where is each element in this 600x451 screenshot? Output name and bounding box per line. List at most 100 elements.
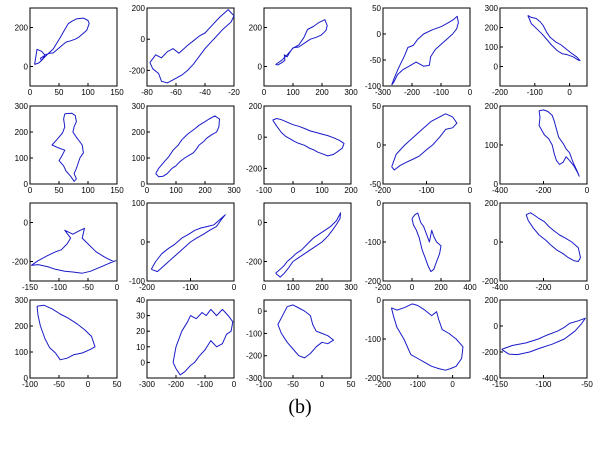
y-tick-label: 200	[485, 296, 499, 305]
axes-frame	[263, 202, 352, 282]
y-tick-label: 0	[494, 180, 499, 189]
shape-contour-line	[150, 214, 226, 273]
subplot-r2-c3: -200 0 200 400 -200 -100 0	[365, 199, 477, 292]
x-tick-label: 0	[28, 88, 33, 97]
x-tick-label: 100	[315, 186, 329, 195]
x-tick-label: 100	[286, 283, 300, 292]
y-tick-label: 0	[494, 322, 499, 331]
y-tick-label: 50	[372, 102, 381, 111]
axes-frame	[263, 299, 352, 379]
x-tick-label: 300	[344, 88, 358, 97]
x-tick-label: -100	[256, 380, 273, 389]
y-tick-label: 0	[24, 63, 29, 72]
y-tick-label: 30	[136, 312, 145, 321]
x-tick-label: 100	[81, 88, 95, 97]
x-tick-label: -200	[535, 283, 552, 292]
x-tick-label: -100	[197, 380, 214, 389]
y-tick-label: -100	[129, 277, 146, 286]
y-tick-label: -400	[482, 374, 499, 383]
x-tick-label: 0	[86, 380, 91, 389]
y-tick-label: -300	[246, 374, 263, 383]
y-tick-label: -100	[246, 329, 263, 338]
y-tick-label: -200	[129, 66, 146, 75]
y-tick-label: 0	[494, 238, 499, 247]
y-tick-label: 0	[141, 35, 146, 44]
subplot-r3-c4: -150 -100 -50 -400 -200 0 200	[482, 296, 593, 389]
subplot-r1-c0: 0 50 100 150 0 100 200 300	[15, 102, 125, 195]
y-tick-label: 100	[132, 199, 146, 208]
x-tick-label: 0	[262, 88, 267, 97]
shape-contour-line	[277, 304, 335, 359]
subplot-r2-c0: -150 -100 -50 0 -200 0	[12, 202, 120, 292]
x-tick-label: 0	[262, 283, 267, 292]
y-tick-label: 0	[24, 180, 29, 189]
y-tick-label: 200	[485, 24, 499, 33]
x-tick-label: -200	[375, 380, 392, 389]
x-tick-label: -100	[433, 88, 450, 97]
axes-frame	[263, 7, 352, 87]
subplot-r2-c2: 0 100 200 300 -200 0	[246, 202, 358, 292]
x-tick-label: -300	[139, 380, 156, 389]
y-tick-label: 0	[24, 374, 29, 383]
y-tick-label: -200	[365, 374, 382, 383]
subplot-r3-c3: -200 -100 0 -200 -100 0	[365, 296, 471, 389]
x-tick-label: 0	[28, 186, 33, 195]
subplot-r0-c4: -200 -100 0 0 100 200 300	[485, 4, 588, 97]
x-tick-label: -100	[182, 283, 199, 292]
shape-contour-line	[411, 212, 442, 273]
y-tick-label: 0	[258, 219, 263, 228]
x-tick-label: -150	[22, 283, 39, 292]
x-tick-label: -100	[535, 380, 552, 389]
y-tick-label: 200	[15, 24, 29, 33]
y-tick-label: 300	[485, 4, 499, 13]
y-tick-label: 200	[249, 102, 263, 111]
x-tick-label: 300	[227, 186, 241, 195]
y-tick-label: 0	[141, 180, 146, 189]
subplot-r1-c3: -200 -100 0 -50 0 50	[369, 102, 472, 195]
y-tick-label: -100	[365, 335, 382, 344]
x-tick-label: -200	[375, 186, 392, 195]
shape-contour-line	[275, 19, 328, 66]
y-tick-label: 0	[141, 358, 146, 367]
x-tick-label: 100	[81, 186, 95, 195]
x-tick-label: 50	[347, 380, 356, 389]
y-tick-label: -200	[482, 348, 499, 357]
x-tick-label: 0	[232, 283, 237, 292]
subplot-r1-c4: -400 -200 0 0 100 200	[485, 102, 590, 195]
x-tick-label: -100	[51, 283, 68, 292]
subplot-r0-c0: 0 50 100 150 0 200	[15, 7, 124, 97]
y-tick-label: 200	[132, 128, 146, 137]
y-tick-label: 40	[136, 296, 145, 305]
shape-contour-line	[527, 14, 581, 62]
shape-contour-line	[391, 15, 459, 86]
x-tick-label: 0	[232, 380, 237, 389]
x-tick-label: 0	[468, 88, 473, 97]
axes-frame	[29, 299, 118, 379]
y-tick-label: -100	[365, 238, 382, 247]
x-tick-label: -80	[141, 88, 153, 97]
shape-contour-line	[30, 227, 117, 274]
x-tick-label: 100	[169, 186, 183, 195]
y-tick-label: -200	[12, 258, 29, 267]
y-tick-label: 50	[372, 4, 381, 13]
subplot-r1-c1: 0 100 200 300 0 100 200 300	[132, 102, 242, 195]
x-tick-label: -200	[168, 380, 185, 389]
x-tick-label: -100	[418, 186, 435, 195]
axes-frame	[146, 7, 235, 87]
shape-contour-line	[172, 308, 234, 376]
shape-contour-line	[538, 109, 580, 177]
x-tick-label: -50	[581, 380, 593, 389]
shape-contour-line	[36, 304, 96, 361]
shape-contour-line	[275, 212, 342, 278]
y-tick-label: 0	[494, 63, 499, 72]
x-tick-label: -100	[22, 380, 39, 389]
x-tick-label: -300	[375, 88, 392, 97]
y-tick-label: 0	[377, 141, 382, 150]
axes-frame	[382, 202, 471, 282]
x-tick-label: 0	[145, 186, 150, 195]
y-tick-label: 100	[15, 348, 29, 357]
y-tick-label: 0	[258, 307, 263, 316]
axes-frame	[263, 105, 352, 185]
x-tick-label: -200	[535, 186, 552, 195]
